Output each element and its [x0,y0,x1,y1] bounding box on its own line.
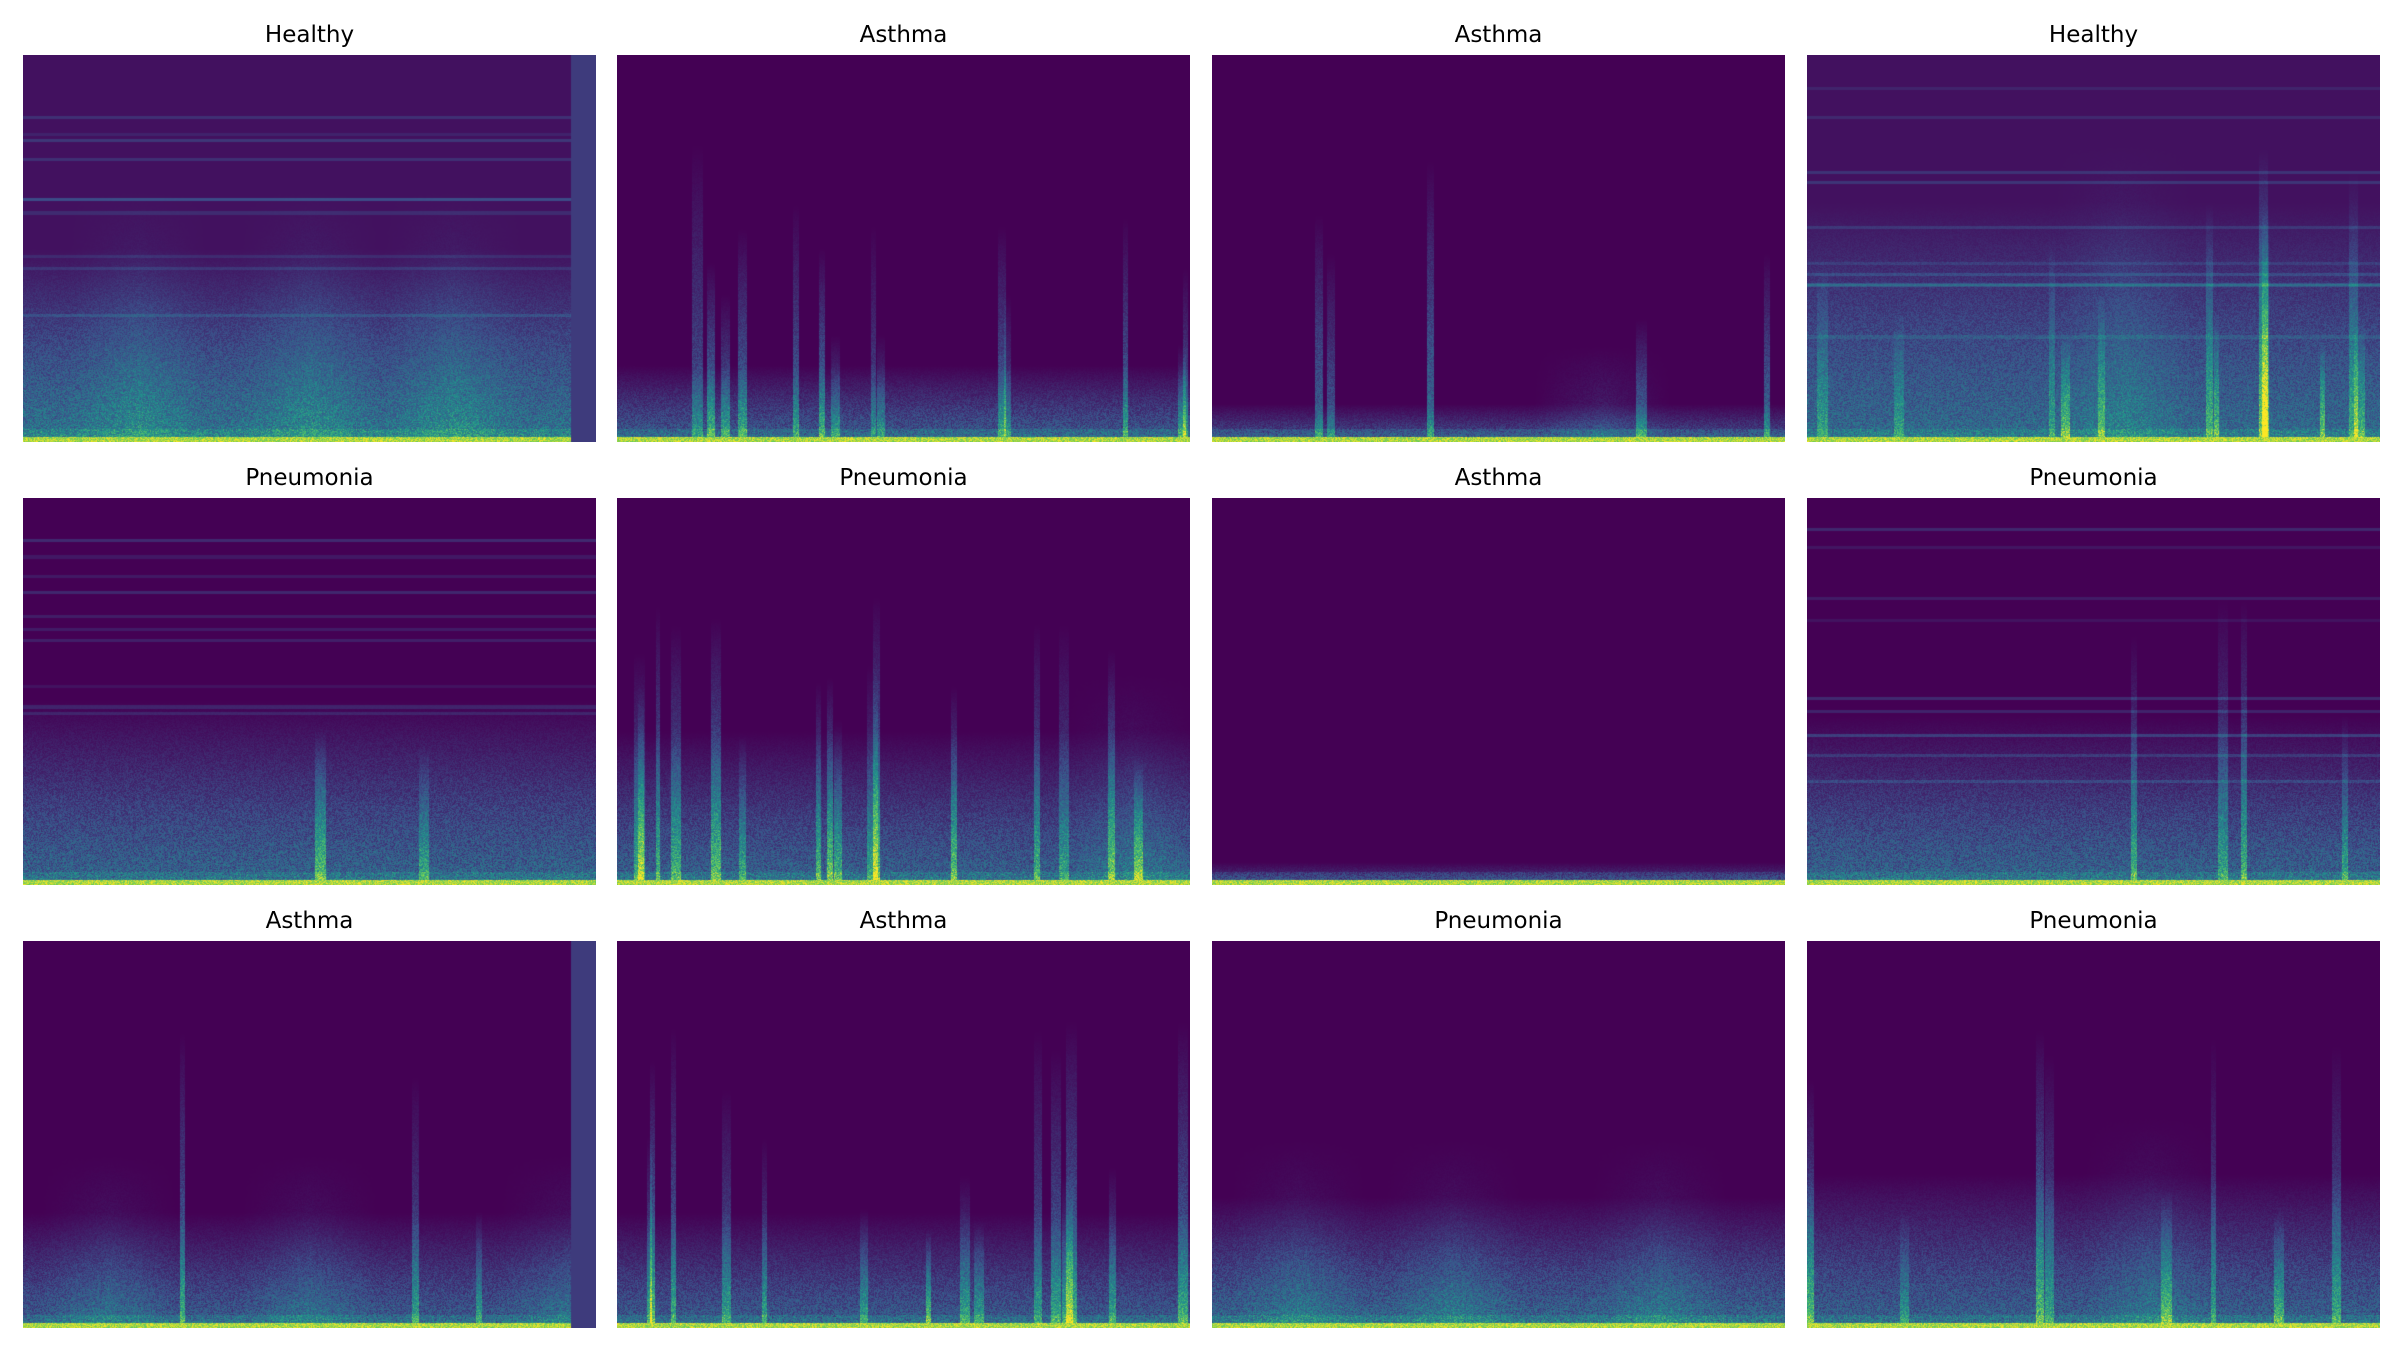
spectrogram-image [617,941,1190,1328]
spectrogram-image [617,55,1190,442]
spectrogram-image [23,498,596,885]
spectrogram-image [1807,498,2380,885]
panel-title: Asthma [859,908,948,934]
panel-title: Pneumonia [2029,908,2158,934]
spectrogram-panel: Healthy [1807,20,2380,442]
panel-title: Pneumonia [1434,908,1563,934]
panel-title: Healthy [2048,22,2139,48]
spectrogram-panel: Pneumonia [23,463,596,885]
spectrogram-image [1807,55,2380,442]
spectrogram-panel: Pneumonia [1807,906,2380,1328]
spectrogram-panel: Healthy [23,20,596,442]
spectrogram-panel: Asthma [1212,463,1785,885]
panel-title: Asthma [859,22,948,48]
panel-title: Asthma [1454,465,1543,491]
spectrogram-image [23,941,596,1328]
spectrogram-panel: Pneumonia [617,463,1190,885]
spectrogram-image [1212,498,1785,885]
spectrogram-panel: Asthma [617,906,1190,1328]
panel-title: Healthy [264,22,355,48]
spectrogram-panel: Pneumonia [1807,463,2380,885]
spectrogram-panel: Asthma [1212,20,1785,442]
panel-title: Asthma [1454,22,1543,48]
panel-title: Asthma [265,908,354,934]
panel-title: Pneumonia [245,465,374,491]
spectrogram-panel: Pneumonia [1212,906,1785,1328]
spectrogram-panel: Asthma [23,906,596,1328]
spectrogram-panel: Asthma [617,20,1190,442]
spectrogram-image [1212,55,1785,442]
spectrogram-image [1807,941,2380,1328]
spectrogram-image [1212,941,1785,1328]
panel-title: Pneumonia [839,465,968,491]
panel-title: Pneumonia [2029,465,2158,491]
spectrogram-image [617,498,1190,885]
spectrogram-image [23,55,596,442]
